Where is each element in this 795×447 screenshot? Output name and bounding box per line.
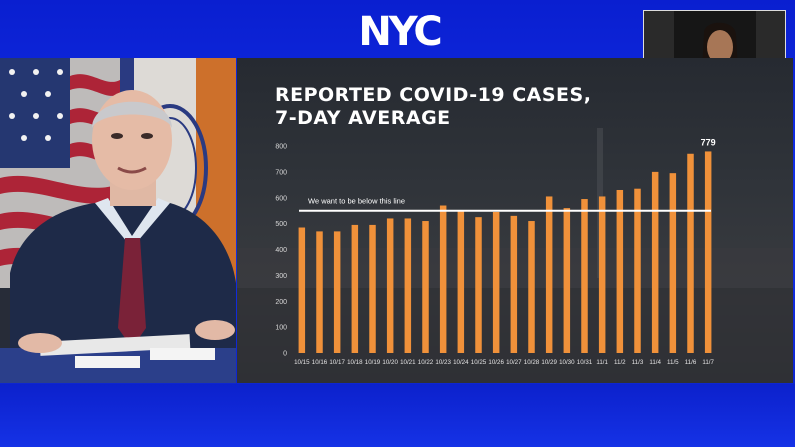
x-tick-label: 10/20 [382, 359, 398, 366]
x-tick-label: 11/2 [614, 359, 626, 366]
bar-10-19 [369, 224, 376, 353]
x-tick-label: 11/7 [702, 359, 714, 366]
x-tick-label: 10/30 [559, 359, 575, 366]
bar-11-2 [616, 189, 624, 353]
x-tick-label: 11/3 [632, 359, 644, 366]
speaker-scene [0, 58, 236, 383]
x-tick-label: 10/15 [294, 359, 310, 366]
x-tick-label: 11/4 [649, 359, 661, 366]
threshold-label: We want to be below this line [308, 197, 405, 206]
bar-10-17 [333, 231, 341, 353]
chart-title-line2: 7-DAY AVERAGE [275, 107, 451, 129]
nyc-logo: NYC [358, 9, 442, 55]
bottom-band [0, 384, 795, 447]
y-tick-label: 500 [275, 221, 287, 228]
x-tick-label: 10/28 [524, 359, 540, 366]
bar-10-26 [492, 211, 500, 353]
bar-10-27 [510, 215, 518, 353]
speaker-video-feed [0, 58, 236, 383]
x-tick-label: 10/16 [312, 359, 328, 366]
x-tick-label: 10/26 [488, 359, 504, 366]
slide-background [237, 128, 793, 383]
bar-10-31 [581, 199, 588, 353]
bar-10-24 [457, 210, 465, 353]
y-tick-label: 200 [275, 299, 287, 306]
x-tick-label: 10/24 [453, 359, 469, 366]
x-tick-label: 11/1 [596, 359, 608, 366]
x-tick-label: 10/31 [577, 359, 593, 366]
bar-10-15 [298, 227, 306, 353]
bar-chart: 0 100 200 300 400 500 600 700 800 10/15 10/16 10/17… [275, 137, 716, 366]
bar-10-25 [475, 217, 482, 353]
bar-10-22 [422, 221, 429, 353]
x-tick-label: 11/6 [685, 359, 697, 366]
bar-10-28 [528, 221, 535, 353]
bar-11-5 [669, 173, 677, 353]
chart-title-line1: REPORTED COVID-19 CASES, [275, 84, 592, 106]
x-tick-label: 11/5 [667, 359, 679, 366]
x-tick-label: 10/18 [347, 359, 363, 366]
bar-10-21 [404, 218, 412, 353]
x-tick-label: 10/21 [400, 359, 416, 366]
x-tick-label: 10/17 [329, 359, 345, 366]
chart-title: REPORTED COVID-19 CASES, 7-DAY AVERAGE [275, 84, 635, 130]
bar-10-20 [386, 218, 394, 353]
data-label: 779 [701, 137, 716, 147]
y-tick-label: 100 [275, 325, 287, 332]
bar-11-7 [704, 151, 712, 353]
bar-11-3 [634, 188, 641, 353]
bar-10-30 [563, 208, 571, 353]
x-tick-label: 10/19 [365, 359, 381, 366]
bar-11-6 [687, 153, 694, 353]
bar-10-18 [351, 224, 359, 353]
bar-11-1 [598, 196, 606, 353]
y-tick-label: 0 [283, 351, 287, 358]
x-tick-label: 10/22 [418, 359, 434, 366]
x-tick-label: 10/27 [506, 359, 522, 366]
y-tick-label: 400 [275, 247, 287, 254]
x-tick-label: 10/29 [541, 359, 557, 366]
x-tick-label: 10/25 [471, 359, 487, 366]
presentation-slide: REPORTED COVID-19 CASES, 7-DAY AVERAGE 0… [237, 58, 793, 383]
y-tick-label: 800 [275, 144, 287, 151]
bar-10-23 [439, 205, 447, 353]
bar-10-16 [316, 231, 323, 353]
y-tick-label: 300 [275, 273, 287, 280]
bar-10-29 [545, 196, 553, 353]
y-tick-label: 600 [275, 195, 287, 202]
x-tick-label: 10/23 [435, 359, 451, 366]
bar-11-4 [651, 171, 659, 353]
y-tick-label: 700 [275, 169, 287, 176]
